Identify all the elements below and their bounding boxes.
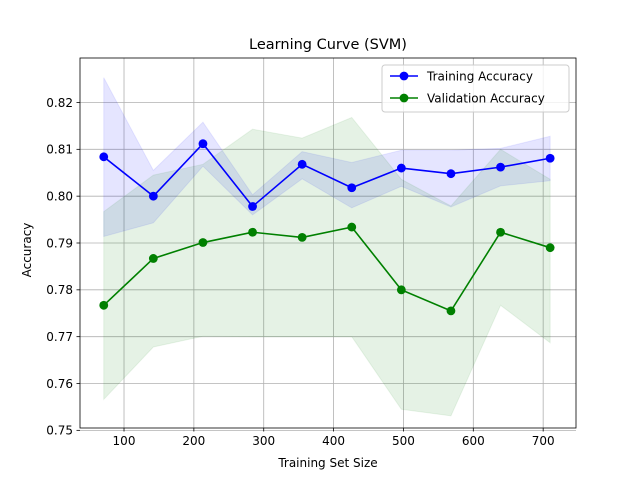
validation-accuracy-point	[99, 300, 109, 310]
validation-accuracy-point	[297, 232, 307, 242]
training-accuracy-point	[446, 169, 456, 179]
validation-accuracy-band	[103, 116, 551, 417]
training-accuracy-line	[103, 142, 551, 208]
legend-validation-accuracy-marker	[399, 93, 409, 103]
y-axis-label: Accuracy	[20, 223, 34, 278]
validation-accuracy-point	[496, 227, 505, 237]
grid	[80, 58, 576, 431]
training-accuracy-point	[297, 159, 307, 169]
y-tick-label: 0.76	[46, 377, 73, 391]
y-tick-label: 0.75	[46, 424, 73, 438]
training-accuracy-point	[496, 162, 505, 172]
series-lines	[103, 142, 551, 312]
training-accuracy-point	[148, 191, 158, 201]
confidence-bands	[103, 77, 551, 417]
legend-validation-accuracy-label: Validation Accuracy	[427, 91, 545, 105]
y-tick-label: 0.82	[46, 96, 73, 110]
training-accuracy-point	[347, 183, 357, 193]
x-axis-label: Training Set Size	[277, 456, 377, 470]
validation-accuracy-point	[446, 306, 456, 316]
x-tick-label: 100	[113, 434, 136, 448]
x-tick-label: 500	[392, 434, 415, 448]
validation-accuracy-point	[148, 254, 158, 263]
x-tick-label: 600	[462, 434, 485, 448]
validation-accuracy-point	[347, 222, 357, 232]
legend-box	[381, 64, 570, 113]
y-tick-label: 0.77	[46, 330, 73, 344]
y-tick-label: 0.79	[46, 236, 73, 250]
legend-training-accuracy-label: Training Accuracy	[426, 69, 533, 83]
x-tick-label: 300	[252, 434, 275, 448]
training-accuracy-point	[198, 139, 208, 149]
training-accuracy-band	[103, 77, 551, 238]
validation-accuracy-point	[396, 285, 406, 295]
training-accuracy-point	[99, 152, 109, 162]
x-tick-label: 200	[182, 434, 205, 448]
series-markers	[99, 139, 555, 316]
training-accuracy-point	[545, 153, 555, 163]
y-axis-ticks: 0.75 0.76 0.77 0.78 0.79 0.80 0.81 0.82	[46, 96, 80, 438]
x-axis-ticks: 100 200 300 400 500 600 700	[113, 428, 555, 448]
y-tick-label: 0.80	[46, 189, 73, 203]
y-tick-label: 0.78	[46, 283, 73, 297]
training-accuracy-point	[248, 202, 257, 211]
validation-accuracy-point	[545, 243, 555, 253]
validation-accuracy-line	[103, 226, 551, 312]
x-tick-label: 400	[322, 434, 345, 448]
legend: Training Accuracy Validation Accuracy	[381, 64, 570, 113]
training-accuracy-point	[396, 163, 406, 173]
validation-accuracy-point	[248, 227, 257, 237]
x-tick-label: 700	[532, 434, 555, 448]
y-tick-label: 0.81	[46, 143, 73, 157]
validation-accuracy-point	[198, 238, 208, 247]
chart-title: Learning Curve (SVM)	[249, 37, 407, 53]
legend-training-accuracy-marker	[399, 71, 409, 81]
